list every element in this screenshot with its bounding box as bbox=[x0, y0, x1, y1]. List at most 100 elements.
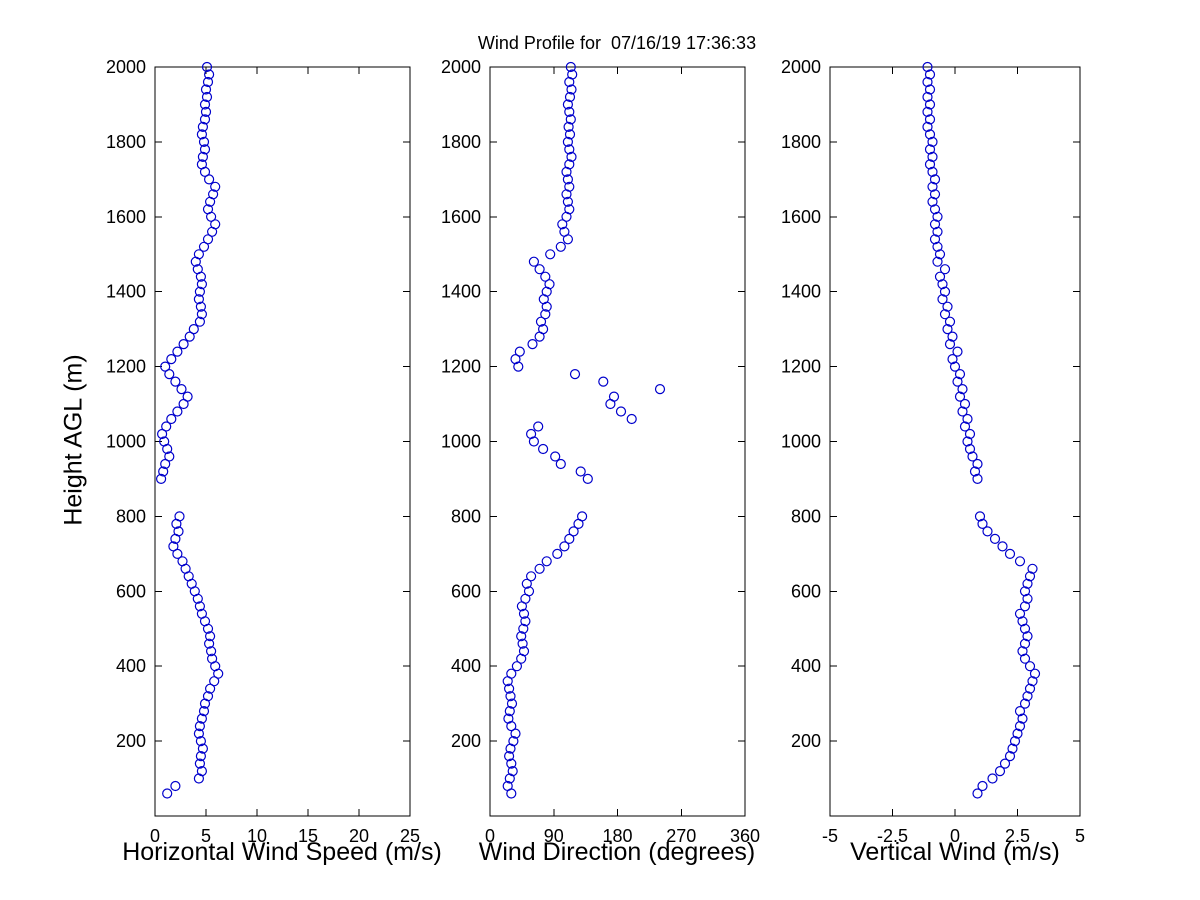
y-tick-label: 800 bbox=[116, 506, 146, 526]
y-tick-label: 1400 bbox=[441, 282, 481, 302]
data-point-marker bbox=[989, 533, 1001, 545]
data-point-marker bbox=[562, 196, 574, 207]
data-point-marker bbox=[544, 279, 555, 290]
data-point-marker bbox=[922, 106, 933, 118]
data-point-marker bbox=[564, 129, 576, 140]
data-point-marker bbox=[193, 728, 204, 739]
y-tick-label: 2000 bbox=[441, 57, 481, 77]
data-point-marker bbox=[196, 765, 207, 777]
data-point-marker bbox=[922, 91, 933, 103]
data-point-marker bbox=[564, 159, 575, 170]
data-point-marker bbox=[505, 691, 516, 702]
data-point-marker bbox=[987, 773, 998, 784]
data-point-marker bbox=[510, 728, 521, 739]
data-point-marker bbox=[204, 69, 215, 80]
y-tick-label: 1000 bbox=[106, 432, 146, 452]
data-point-marker bbox=[1019, 623, 1031, 634]
data-point-marker bbox=[506, 668, 517, 679]
data-point-marker bbox=[192, 264, 203, 275]
data-point-marker bbox=[516, 653, 527, 664]
data-point-marker bbox=[561, 166, 572, 177]
data-point-marker bbox=[193, 249, 204, 260]
data-point-marker bbox=[1019, 638, 1031, 649]
vertical-wind-plot-markers bbox=[922, 61, 1041, 799]
data-point-marker bbox=[566, 84, 577, 95]
data-point-marker bbox=[170, 780, 181, 792]
y-tick-label: 1800 bbox=[106, 132, 146, 152]
data-point-marker bbox=[1004, 750, 1016, 762]
y-tick-label: 1200 bbox=[106, 357, 146, 377]
data-point-marker bbox=[924, 129, 936, 140]
data-point-marker bbox=[557, 219, 568, 230]
data-point-marker bbox=[957, 406, 968, 417]
data-point-marker bbox=[194, 758, 205, 769]
y-tick-label: 200 bbox=[116, 731, 146, 751]
data-point-marker bbox=[561, 189, 572, 200]
data-point-marker bbox=[537, 324, 549, 335]
data-point-marker bbox=[608, 391, 620, 402]
data-point-marker bbox=[1007, 743, 1018, 754]
data-point-marker bbox=[934, 249, 946, 260]
data-point-marker bbox=[197, 121, 208, 133]
data-point-marker bbox=[1027, 676, 1038, 687]
data-point-marker bbox=[208, 189, 219, 200]
data-point-marker bbox=[559, 541, 570, 552]
x-axis-label-wind-direction: Wind Direction (degrees) bbox=[478, 838, 756, 866]
data-point-marker bbox=[194, 601, 205, 612]
data-point-marker bbox=[949, 361, 961, 372]
data-point-marker bbox=[1022, 631, 1033, 642]
data-point-marker bbox=[1017, 646, 1028, 657]
data-point-marker bbox=[576, 511, 588, 522]
x-tick-label: 10 bbox=[247, 826, 267, 846]
data-point-marker bbox=[1029, 668, 1041, 679]
data-point-marker bbox=[654, 384, 666, 395]
data-point-marker bbox=[1009, 735, 1021, 747]
data-point-marker bbox=[924, 114, 936, 125]
x-tick-label: 0 bbox=[950, 826, 960, 846]
data-point-marker bbox=[962, 436, 973, 447]
data-point-marker bbox=[959, 421, 971, 432]
data-point-marker bbox=[927, 196, 938, 207]
data-point-marker bbox=[207, 653, 218, 664]
data-point-marker bbox=[947, 331, 958, 342]
data-point-marker bbox=[541, 556, 552, 567]
data-point-marker bbox=[582, 473, 593, 484]
data-point-marker bbox=[565, 61, 576, 73]
data-point-marker bbox=[564, 144, 575, 155]
y-tick-label: 1200 bbox=[781, 357, 821, 377]
data-point-marker bbox=[555, 241, 566, 252]
x-tick-label: 25 bbox=[400, 826, 420, 846]
data-point-marker bbox=[534, 563, 545, 574]
y-tick-label: 800 bbox=[791, 506, 821, 526]
data-point-marker bbox=[997, 541, 1008, 552]
data-point-marker bbox=[172, 346, 183, 357]
data-point-marker bbox=[198, 705, 210, 717]
data-point-marker bbox=[535, 316, 547, 327]
x-tick-label: 20 bbox=[349, 826, 369, 846]
data-point-marker bbox=[517, 638, 528, 649]
data-point-marker bbox=[929, 234, 941, 245]
data-point-marker bbox=[626, 413, 637, 425]
data-point-marker bbox=[210, 181, 221, 192]
data-point-marker bbox=[575, 466, 586, 477]
data-point-marker bbox=[1022, 691, 1033, 702]
data-point-marker bbox=[193, 294, 204, 305]
data-point-marker bbox=[944, 339, 956, 350]
data-point-marker bbox=[504, 683, 515, 694]
data-point-marker bbox=[982, 526, 993, 537]
data-point-marker bbox=[199, 114, 211, 125]
data-point-marker bbox=[1024, 683, 1036, 694]
data-point-marker bbox=[506, 698, 518, 709]
data-point-marker bbox=[974, 511, 986, 522]
x-tick-label: 2.5 bbox=[1005, 826, 1030, 846]
x-tick-label: 360 bbox=[730, 826, 760, 846]
x-tick-label: 270 bbox=[666, 826, 696, 846]
data-point-marker bbox=[503, 713, 514, 724]
data-point-marker bbox=[929, 219, 941, 230]
data-point-marker bbox=[510, 354, 521, 365]
data-point-marker bbox=[929, 189, 941, 200]
y-tick-label: 1400 bbox=[781, 282, 821, 302]
data-point-marker bbox=[924, 99, 936, 110]
data-point-marker bbox=[196, 129, 207, 140]
data-point-marker bbox=[564, 204, 575, 215]
